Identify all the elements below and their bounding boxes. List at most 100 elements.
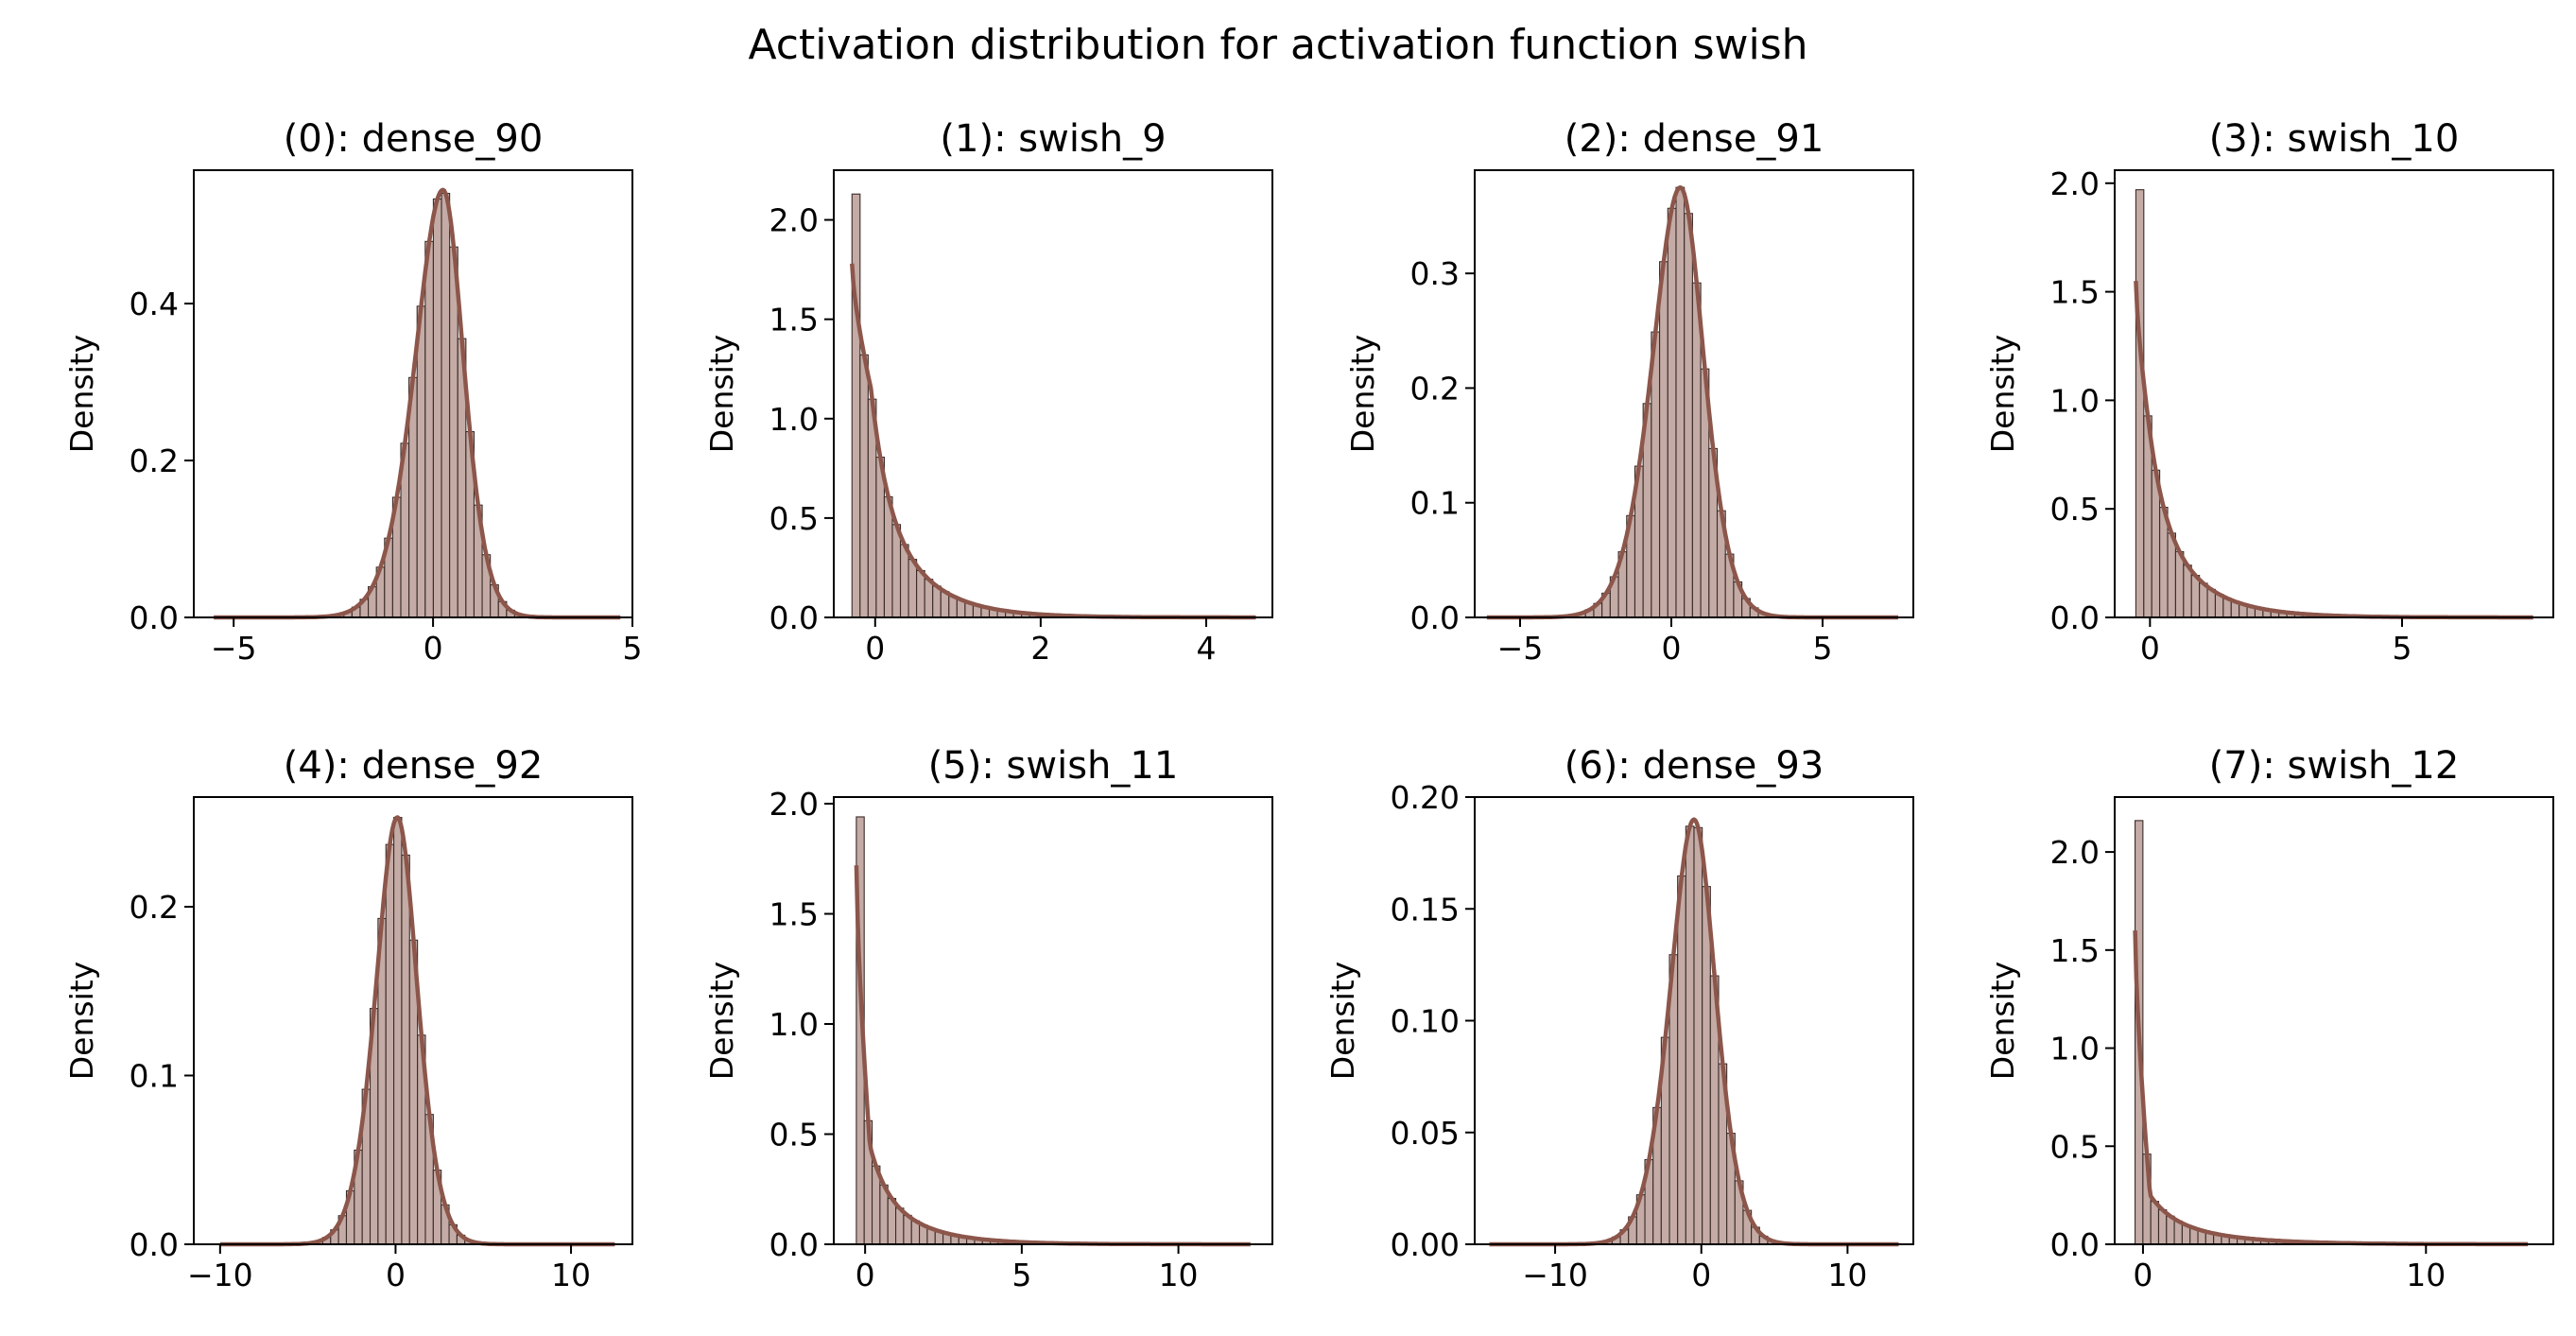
subplot-0: −5 0 5 0.0 0.2 0.4 (0): dense_90 Density — [63, 117, 643, 667]
subplot-title: (2): dense_91 — [1565, 117, 1824, 161]
x-tick-label: 0 — [386, 1257, 406, 1293]
y-axis-label: Density — [63, 335, 100, 453]
subplot-title: (1): swish_9 — [940, 117, 1166, 161]
x-tick-label: 0 — [865, 630, 885, 667]
y-tick-label: 1.0 — [2050, 382, 2100, 419]
y-tick-label: 0.5 — [769, 500, 819, 537]
y-tick-label: 0.0 — [130, 1226, 179, 1263]
x-tick-label: 0 — [2133, 1257, 2152, 1293]
histogram-bar — [891, 524, 902, 618]
kde-line — [2134, 280, 2534, 620]
subplot-title: (3): swish_10 — [2209, 117, 2460, 161]
y-tick-label: 0.0 — [130, 599, 179, 636]
y-tick-label: 0.2 — [1410, 370, 1460, 407]
x-tick-label: 5 — [1813, 630, 1833, 667]
x-tick-label: 4 — [1196, 630, 1216, 667]
x-tick-label: 5 — [2393, 630, 2412, 667]
kde-line — [2133, 930, 2529, 1247]
axes-frame — [833, 169, 1273, 618]
y-tick-label: 1.5 — [2050, 274, 2100, 311]
x-tick-label: 0 — [856, 1257, 875, 1293]
histogram-bar — [899, 544, 909, 618]
subplot-4: −10 0 10 0.0 0.1 0.2 (4): dense_92 Density — [63, 744, 633, 1293]
x-tick-label: 2 — [1030, 630, 1050, 667]
histogram-bar — [401, 854, 410, 1245]
histogram-bar — [385, 843, 395, 1245]
y-tick-label: 1.5 — [769, 895, 819, 932]
histogram-bar — [1659, 261, 1668, 618]
kde-line — [854, 865, 1252, 1247]
subplot-1: 0 2 4 0.0 0.5 1.0 1.5 2.0 (1): swish_9 Density — [703, 117, 1273, 667]
y-tick-label: 0.0 — [769, 599, 819, 636]
y-tick-label: 1.0 — [769, 401, 819, 438]
y-tick-label: 1.5 — [769, 302, 819, 338]
histogram-bar — [1677, 875, 1686, 1245]
x-tick-label: −10 — [187, 1257, 253, 1293]
subplot-7: 0 10 0.0 0.5 1.0 1.5 2.0 (7): swish_12 Density — [1984, 744, 2554, 1293]
histogram-bar — [2135, 189, 2145, 618]
subplot-title: (6): dense_93 — [1565, 744, 1824, 788]
subplot-6: −10 0 10 0.00 0.05 0.10 0.15 0.20 (6): dense_93 D… — [1324, 744, 1914, 1293]
x-tick-label: 10 — [1159, 1257, 1199, 1293]
histogram-bar — [1693, 826, 1703, 1245]
histogram-bar — [2167, 532, 2176, 618]
axes-frame — [193, 796, 633, 1245]
y-tick-label: 0.2 — [130, 442, 179, 479]
y-axis-label: Density — [703, 962, 740, 1080]
y-tick-label: 2.0 — [769, 202, 819, 239]
y-axis-label: Density — [1984, 335, 2021, 453]
axes-frame — [2114, 169, 2554, 618]
x-tick-label: 10 — [2406, 1257, 2446, 1293]
y-tick-label: 0.00 — [1391, 1226, 1460, 1263]
y-tick-label: 0.10 — [1391, 1003, 1460, 1040]
histogram-bar — [851, 193, 861, 618]
histogram-bar — [1684, 213, 1693, 618]
histogram-bar — [441, 192, 451, 618]
y-tick-label: 0.1 — [130, 1058, 179, 1095]
histogram-bar — [2183, 564, 2192, 618]
y-axis-label: Density — [1344, 335, 1381, 453]
subplot-title: (7): swish_12 — [2209, 744, 2460, 788]
x-tick-label: 0 — [1691, 1257, 1711, 1293]
x-tick-label: 10 — [551, 1257, 591, 1293]
y-tick-label: 0.20 — [1391, 779, 1460, 816]
subplot-5: 0 5 10 0.0 0.5 1.0 1.5 2.0 (5): swish_11 Density — [703, 744, 1273, 1293]
subplot-title: (5): swish_11 — [928, 744, 1179, 788]
histogram-bar — [908, 559, 918, 618]
y-axis-label: Density — [1984, 962, 2021, 1080]
histogram-bar — [1685, 825, 1695, 1245]
y-tick-label: 0.5 — [2050, 491, 2100, 528]
y-tick-label: 1.0 — [2050, 1031, 2100, 1067]
x-tick-label: 5 — [1011, 1257, 1031, 1293]
x-tick-label: 0 — [2140, 630, 2160, 667]
y-tick-label: 0.3 — [1410, 255, 1460, 292]
histogram-bar — [2199, 582, 2208, 618]
y-axis-label: Density — [1324, 962, 1361, 1080]
y-tick-label: 1.5 — [2050, 932, 2100, 969]
histogram-bar — [1702, 886, 1711, 1245]
histogram-bar — [2150, 1201, 2160, 1245]
axes-frame — [833, 796, 1273, 1245]
histogram-bar — [859, 354, 869, 618]
histogram-bar — [416, 305, 426, 618]
y-tick-label: 0.05 — [1391, 1115, 1460, 1152]
histogram-bar — [393, 816, 403, 1245]
histogram-bar — [2174, 550, 2185, 618]
figure-title: Activation distribution for activation f… — [748, 21, 1807, 69]
histogram-bar — [1667, 207, 1677, 618]
y-tick-label: 0.1 — [1410, 485, 1460, 522]
histogram-bar — [2190, 575, 2201, 618]
axes-frame — [193, 169, 633, 618]
y-tick-label: 0.5 — [2050, 1128, 2100, 1165]
histogram-bar — [924, 579, 934, 618]
y-tick-label: 1.0 — [769, 1006, 819, 1043]
histogram-bar — [1675, 186, 1686, 618]
y-axis-label: Density — [63, 962, 100, 1080]
x-tick-label: −10 — [1522, 1257, 1588, 1293]
y-tick-label: 2.0 — [769, 786, 819, 823]
x-tick-label: 0 — [1662, 630, 1682, 667]
subplot-title: (4): dense_92 — [284, 744, 544, 788]
axes-frame — [1474, 169, 1914, 618]
